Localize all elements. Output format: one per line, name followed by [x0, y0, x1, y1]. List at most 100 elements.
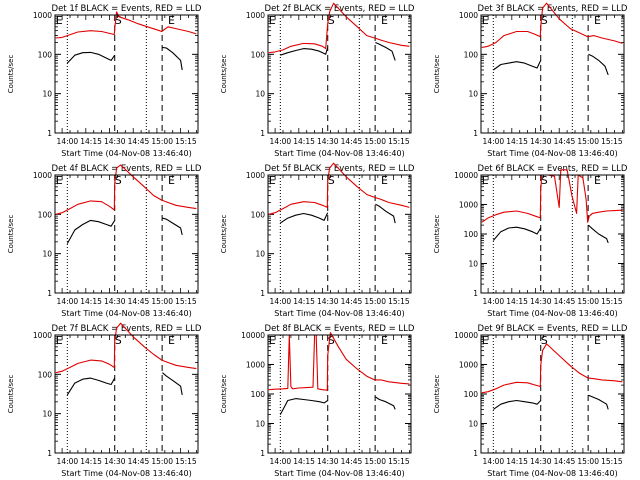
x-tick-label: 14:00: [57, 457, 79, 466]
panel-title: Det 7f BLACK = Events, RED = LLD: [52, 324, 202, 334]
interval-marker-label: E: [168, 14, 175, 27]
events-series-line: [66, 51, 116, 64]
y-tick-label: 1000: [459, 11, 478, 20]
x-tick-label: 14:15: [293, 457, 315, 466]
y-tick-label: 100: [464, 390, 479, 399]
interval-marker-label: S: [541, 334, 548, 347]
x-tick-label: 14:15: [506, 457, 528, 466]
events-series-line: [492, 399, 542, 410]
x-tick-label: 15:00: [151, 457, 173, 466]
interval-marker-label: E: [482, 174, 489, 187]
x-axis-label: Start Time (04-Nov-08 13:46:40): [487, 309, 617, 318]
x-tick-label: 15:00: [364, 297, 386, 306]
plot-frame: [480, 174, 625, 294]
interval-marker-label: E: [482, 334, 489, 347]
x-tick-label: 14:45: [341, 297, 363, 306]
y-axis-label: Counts/sec: [433, 375, 441, 414]
events-series-line: [66, 377, 116, 396]
interval-marker-label: E: [168, 174, 175, 187]
x-tick-label: 14:30: [317, 457, 339, 466]
detector-panel-5: Det 5f BLACK = Events, RED = LLD Counts/s…: [220, 162, 415, 318]
y-tick-label: 1000: [33, 11, 52, 20]
plot-frame: [267, 334, 412, 454]
lld-series-line: [55, 164, 197, 215]
plot-frame: [267, 174, 412, 294]
x-axis-label: Start Time (04-Nov-08 13:46:40): [61, 309, 191, 318]
y-tick-label: 1: [47, 129, 52, 138]
x-axis-label: Start Time (04-Nov-08 13:46:40): [274, 469, 404, 478]
interval-marker-label: S: [328, 174, 335, 187]
x-tick-label: 14:30: [104, 297, 126, 306]
interval-marker-label: S: [115, 14, 122, 27]
x-tick-label: 14:30: [530, 457, 552, 466]
x-tick-label: 15:15: [175, 297, 197, 306]
interval-marker-label: S: [541, 14, 548, 27]
x-tick-label: 15:00: [577, 297, 599, 306]
x-tick-label: 14:15: [80, 137, 102, 146]
y-tick-label: 10: [255, 250, 265, 259]
x-tick-label: 15:15: [388, 297, 410, 306]
y-axis-label: Counts/sec: [7, 375, 15, 414]
y-tick-label: 10: [255, 420, 265, 429]
y-tick-label: 1: [260, 449, 265, 458]
y-tick-label: 1: [473, 129, 478, 138]
lld-series-line: [481, 343, 623, 394]
interval-marker-label: S: [115, 334, 122, 347]
y-tick-label: 10: [468, 420, 478, 429]
x-tick-label: 15:00: [151, 297, 173, 306]
x-tick-label: 14:00: [270, 297, 292, 306]
y-tick-label: 1: [260, 129, 265, 138]
y-tick-label: 10: [468, 260, 478, 269]
plot-frame: [54, 14, 199, 134]
lld-series-line: [268, 2, 410, 54]
x-tick-label: 15:00: [577, 457, 599, 466]
y-tick-label: 1000: [459, 201, 478, 210]
x-axis-label: Start Time (04-Nov-08 13:46:40): [487, 469, 617, 478]
panel-title: Det 3f BLACK = Events, RED = LLD: [478, 4, 628, 14]
plot-frame: [54, 174, 199, 294]
interval-marker-label: E: [594, 174, 601, 187]
x-tick-label: 15:00: [577, 137, 599, 146]
x-tick-label: 14:00: [270, 457, 292, 466]
x-tick-label: 15:00: [364, 137, 386, 146]
panel-title: Det 4f BLACK = Events, RED = LLD: [52, 164, 202, 174]
y-tick-label: 1: [473, 449, 478, 458]
x-tick-label: 14:30: [317, 297, 339, 306]
x-tick-label: 15:15: [601, 297, 623, 306]
interval-marker-label: S: [328, 14, 335, 27]
x-tick-label: 15:15: [388, 457, 410, 466]
y-tick-label: 1000: [246, 361, 265, 370]
panel-title: Det 1f BLACK = Events, RED = LLD: [52, 4, 202, 14]
plot-frame: [267, 14, 412, 134]
interval-marker-label: S: [328, 334, 335, 347]
x-tick-label: 14:00: [483, 457, 505, 466]
x-tick-label: 14:15: [80, 297, 102, 306]
y-tick-label: 10000: [454, 171, 478, 180]
x-axis-label: Start Time (04-Nov-08 13:46:40): [61, 469, 191, 478]
x-tick-label: 14:15: [293, 137, 315, 146]
events-series-line: [162, 217, 183, 236]
y-tick-label: 10: [42, 250, 52, 259]
x-tick-label: 15:00: [364, 457, 386, 466]
y-tick-label: 1000: [33, 171, 52, 180]
x-tick-label: 14:00: [270, 137, 292, 146]
x-tick-label: 14:45: [128, 297, 150, 306]
plot-frame: [480, 334, 625, 454]
events-series-line: [492, 226, 542, 241]
y-tick-label: 100: [464, 230, 479, 239]
y-tick-label: 10: [255, 90, 265, 99]
lld-series-line: [55, 11, 197, 39]
y-tick-label: 1: [47, 289, 52, 298]
y-tick-label: 100: [251, 50, 266, 59]
interval-marker-label: E: [381, 174, 388, 187]
x-tick-label: 15:15: [175, 457, 197, 466]
events-series-line: [588, 224, 609, 244]
y-tick-label: 100: [38, 370, 53, 379]
interval-marker-label: S: [541, 174, 548, 187]
panel-title: Det 2f BLACK = Events, RED = LLD: [265, 4, 415, 14]
x-tick-label: 14:00: [483, 137, 505, 146]
x-tick-label: 14:15: [293, 297, 315, 306]
events-series-line: [588, 394, 609, 410]
x-tick-label: 14:15: [506, 297, 528, 306]
x-tick-label: 14:15: [80, 457, 102, 466]
